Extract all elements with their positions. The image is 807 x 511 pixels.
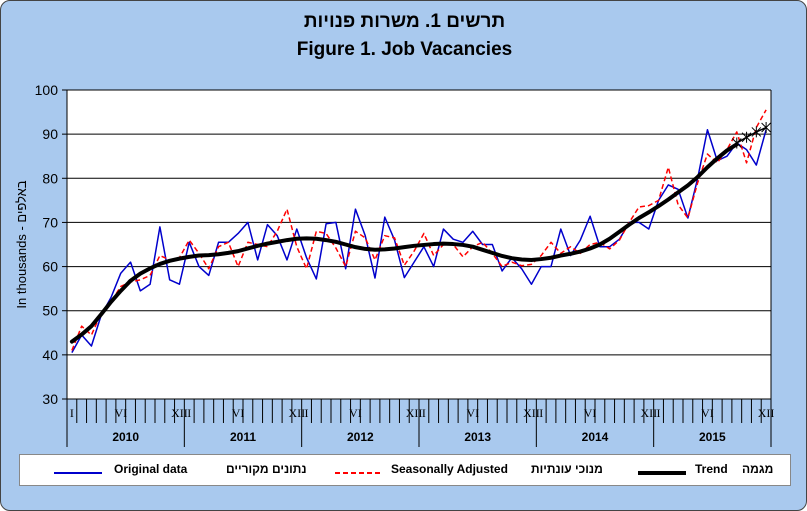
year-label-2011: 2011 (230, 430, 256, 444)
legend-swatch-trend (638, 465, 686, 475)
series-line-original (71, 128, 767, 354)
y-axis-title: In thousands - באלפים (14, 180, 29, 308)
month-label-2014-I: I (539, 406, 543, 420)
legend-label-original-he: נתונים מקוריים (226, 462, 307, 476)
series-line-seasonal (71, 109, 767, 351)
month-label-2010-VI: VI (114, 406, 127, 420)
y-tick-label-5: 80 (42, 170, 58, 186)
legend-item-trend: Trend מגמה (580, 455, 790, 485)
month-label-2015-VI: VI (701, 406, 714, 420)
month-label-2011-VI: VI (232, 406, 245, 420)
month-label-2015-I: I (657, 406, 661, 420)
y-tick-label-1: 40 (42, 347, 58, 363)
y-tick-label-2: 50 (42, 303, 58, 319)
y-tick-label-6: 90 (42, 126, 58, 142)
legend-label-seasonal-he: מנוכי עונתיות (531, 462, 603, 476)
month-label-2010-XII: XII (171, 406, 188, 420)
month-label-2011-XII: XII (288, 406, 305, 420)
y-tick-label-3: 60 (42, 259, 58, 275)
y-tick-label-7: 100 (35, 82, 59, 98)
legend-item-seasonal: Seasonally Adjusted מנוכי עונתיות (280, 455, 603, 485)
month-label-2012-I: I (305, 406, 309, 420)
year-label-2012: 2012 (347, 430, 374, 444)
trend-projected-marker-71 (761, 122, 771, 134)
month-label-2014-VI: VI (584, 406, 597, 420)
legend: Original data נתונים מקוריים Seasonally … (19, 454, 791, 486)
month-label-2012-XII: XII (406, 406, 423, 420)
legend-label-original: Original data (114, 462, 188, 476)
month-label-2011-I: I (187, 406, 191, 420)
legend-swatch-original (54, 465, 102, 475)
month-label-2013-XII: XII (523, 406, 540, 420)
month-label-2014-XII: XII (640, 406, 657, 420)
chart-title-english: Figure 1. Job Vacancies (296, 39, 513, 60)
legend-swatch-seasonal (335, 465, 383, 475)
y-tick-label-0: 30 (42, 391, 58, 407)
year-label-2010: 2010 (112, 430, 139, 444)
year-label-2015: 2015 (699, 430, 726, 444)
month-label-2010-I: I (70, 406, 74, 420)
month-label-2013-VI: VI (466, 406, 479, 420)
legend-label-trend: Trend (695, 462, 728, 476)
trend-projected-marker-69 (741, 131, 752, 143)
series-line-trend (69, 142, 739, 344)
month-label-2015-XII: XII (758, 406, 775, 420)
chart-title-hebrew: תרשים 1. משרות פנויות (303, 11, 506, 32)
month-label-2012-VI: VI (349, 406, 362, 420)
year-label-2013: 2013 (464, 430, 491, 444)
legend-item-original: Original data נתונים מקוריים (20, 455, 307, 485)
month-label-2013-I: I (422, 406, 426, 420)
legend-label-seasonal: Seasonally Adjusted (391, 462, 508, 476)
trend-projected-marker-68 (731, 137, 742, 149)
legend-label-trend-he: מגמה (742, 462, 774, 476)
trend-projected-marker-70 (751, 126, 762, 138)
year-label-2014: 2014 (582, 430, 609, 444)
y-tick-label-4: 70 (42, 214, 58, 230)
